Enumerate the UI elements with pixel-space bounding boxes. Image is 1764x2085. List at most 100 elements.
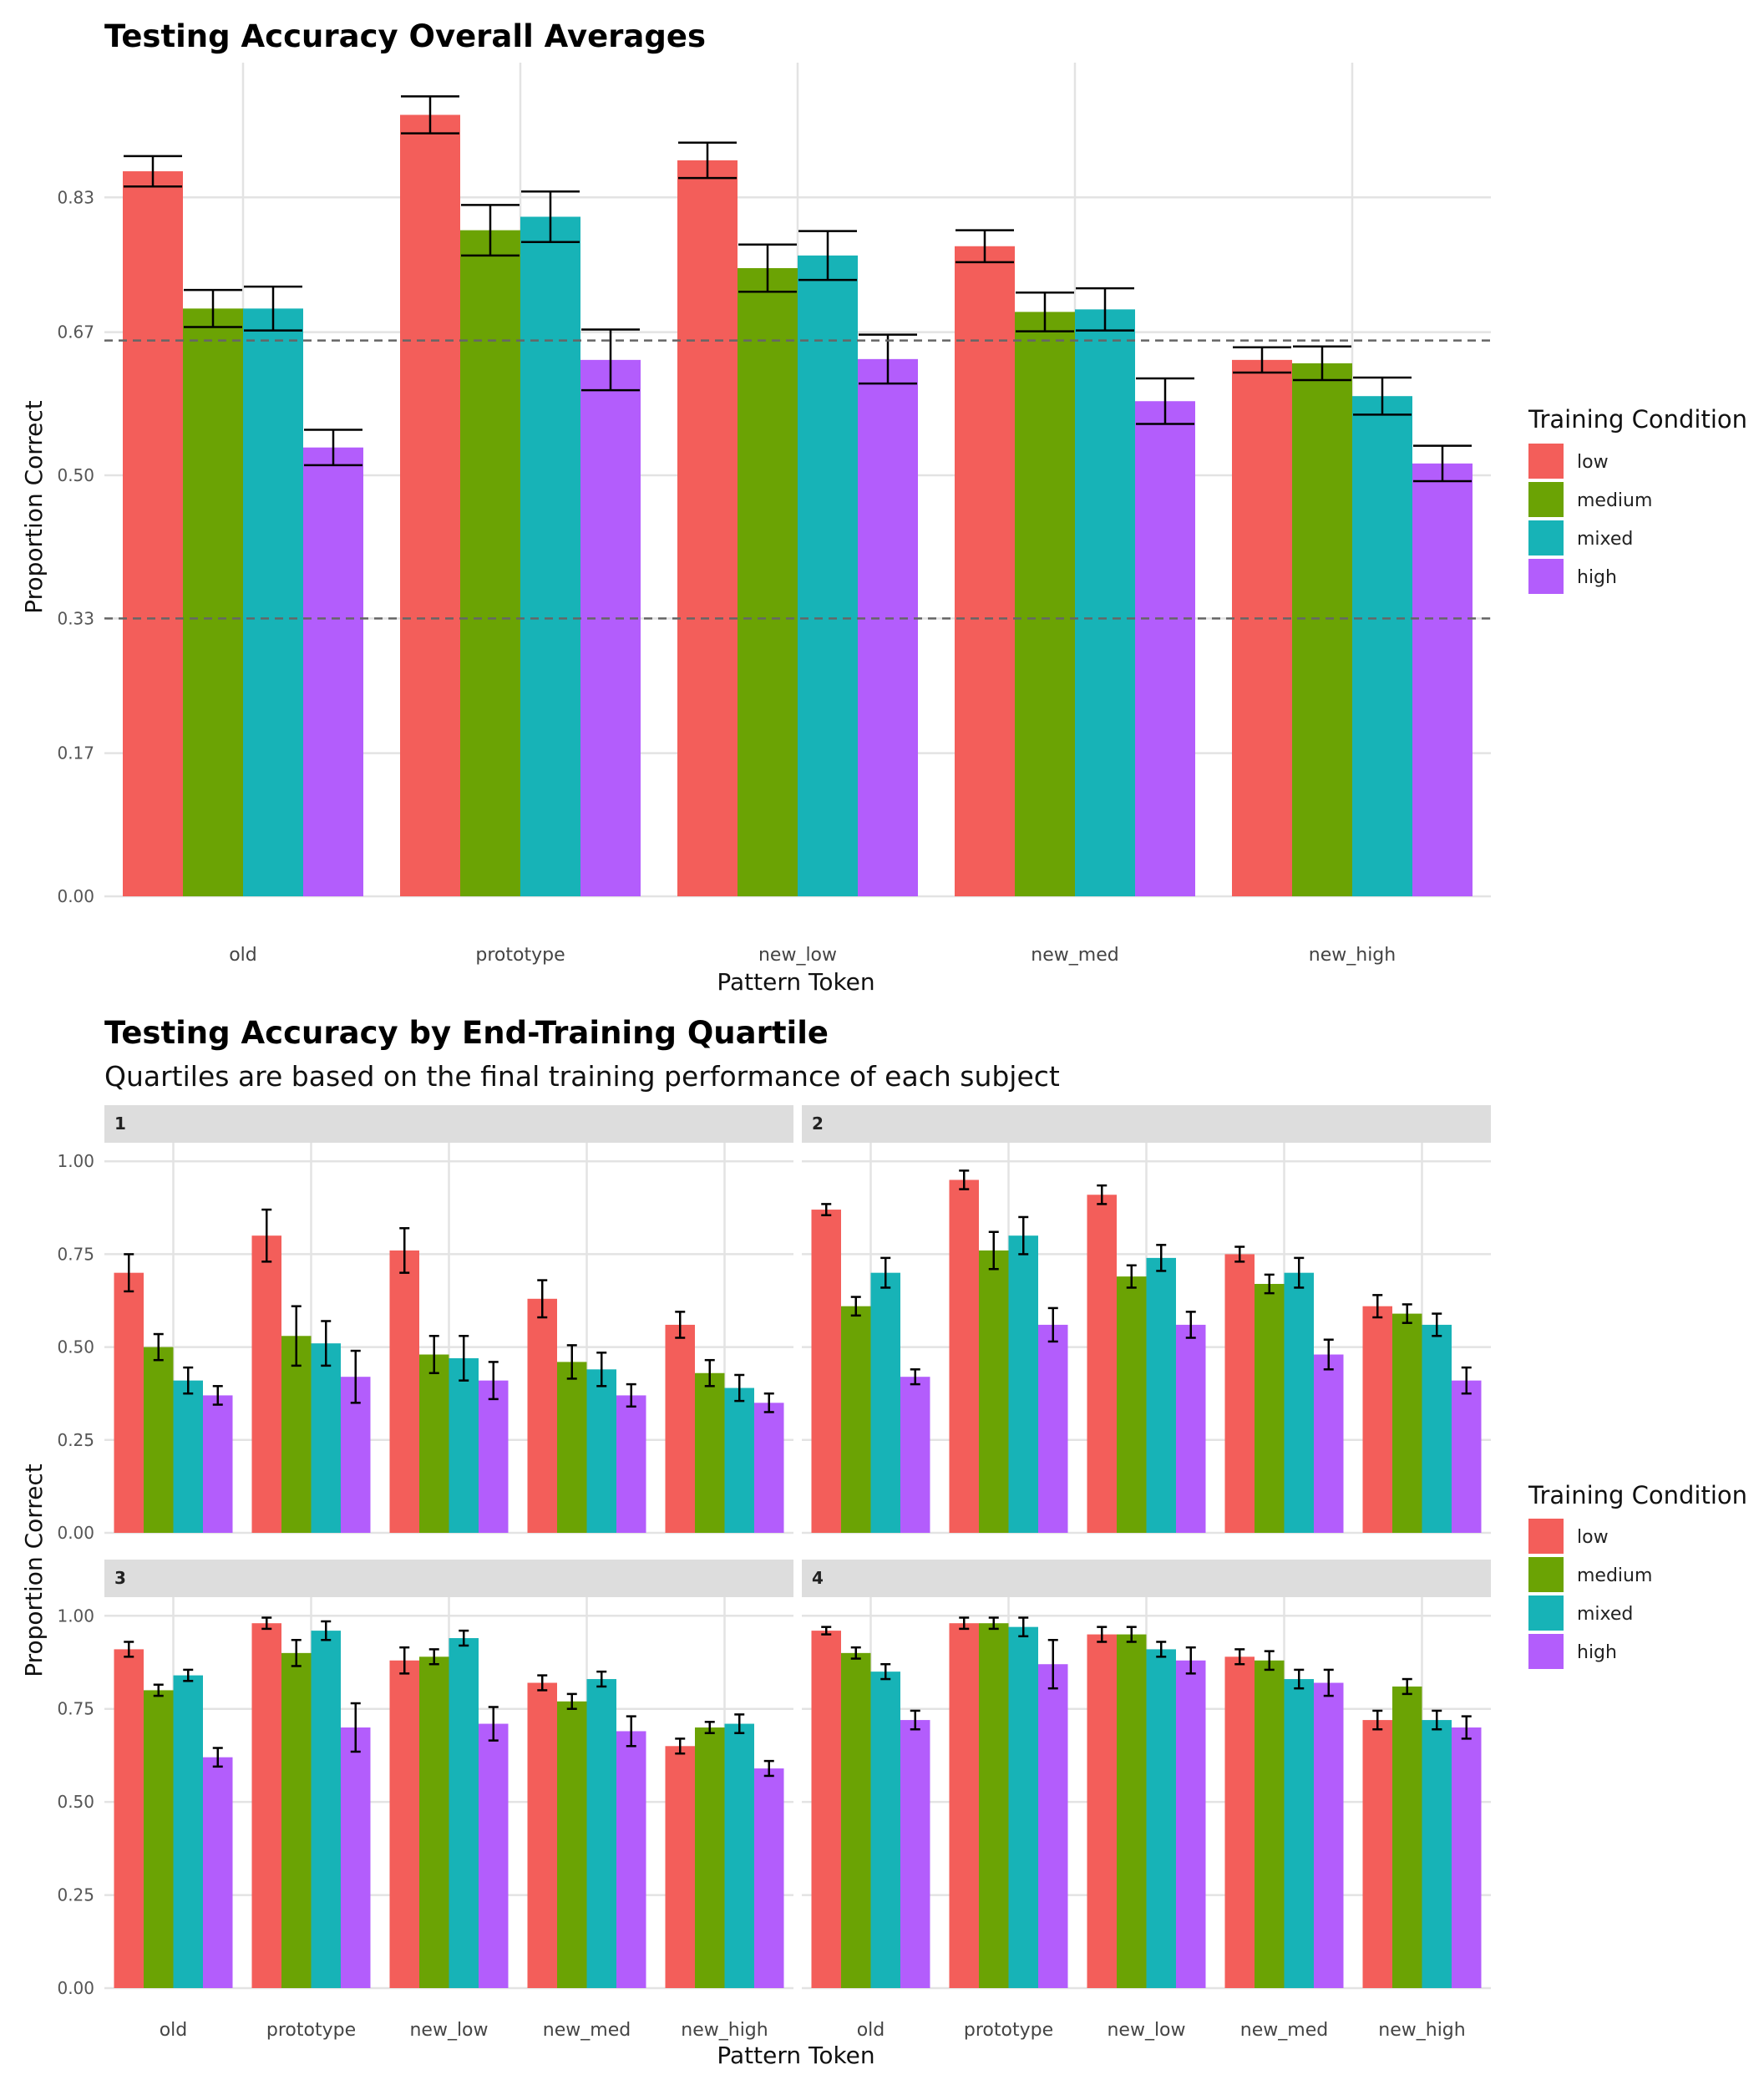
facet-x-tick-label: new_low: [1107, 2020, 1185, 2041]
facet-1-bar-low-new_high: [665, 1324, 695, 1533]
facet-4-bar-medium-prototype: [979, 1623, 1009, 1988]
facet-y-tick-label: 0.75: [57, 1699, 94, 1719]
facet-2-bar-medium-new_low: [1117, 1276, 1147, 1533]
facet-1-bar-high-new_low: [479, 1380, 509, 1533]
top-bar-low-new_low: [677, 160, 738, 896]
facet-2-bar-low-prototype: [949, 1179, 979, 1533]
top-chart-plot-area: 0.00 0.17 0.33 0.50 0.67 0.83 old prototype new_…: [57, 63, 1491, 966]
facet-3-bar-medium-new_low: [419, 1656, 449, 1988]
facet-4-bar-high-prototype: [1038, 1664, 1068, 1988]
facet-strip-4: [802, 1560, 1491, 1597]
facet-y-tick-label: 1.00: [57, 1606, 94, 1626]
facet-3-bar-high-new_high: [754, 1768, 784, 1988]
top-chart-y-axis-title: Proportion Correct: [20, 400, 48, 614]
facet-4-bar-mixed-prototype: [1008, 1626, 1038, 1988]
top-chart-legend: Training Condition low medium mixed high: [1528, 405, 1747, 594]
facet-strip-3: [104, 1560, 793, 1597]
facet-4-bar-medium-old: [841, 1652, 871, 1988]
top-bar-mixed-prototype: [520, 216, 580, 897]
facet-3-bar-medium-new_med: [557, 1701, 587, 1988]
top-bar-mixed-new_low: [798, 255, 858, 897]
facet-2-bar-mixed-new_high: [1422, 1324, 1452, 1533]
facet-3-bar-low-new_low: [389, 1660, 419, 1988]
top-y-tick-label: 0.33: [57, 608, 94, 628]
legend-key-mixed: [1528, 1595, 1564, 1631]
facet-y-tick-label: 0.25: [57, 1885, 94, 1905]
top-x-tick-label: new_med: [1031, 945, 1118, 966]
facet-3-bar-high-old: [203, 1757, 233, 1988]
facet-strip-1: [104, 1105, 793, 1143]
facet-2-bar-high-new_med: [1314, 1354, 1344, 1533]
top-y-tick-label: 0.50: [57, 465, 94, 485]
facet-1-bar-high-old: [203, 1395, 233, 1533]
facet-2-bar-low-new_low: [1087, 1195, 1117, 1533]
facet-strip-label: 3: [114, 1568, 126, 1588]
facet-1-bar-low-prototype: [251, 1235, 281, 1533]
facet-2-bar-low-new_med: [1224, 1254, 1255, 1533]
facet-1-bar-mixed-old: [173, 1380, 203, 1533]
facet-1-bar-mixed-new_low: [449, 1357, 479, 1533]
facet-2-bar-high-old: [900, 1377, 930, 1533]
facet-2-bar-medium-new_med: [1255, 1284, 1285, 1533]
legend-label-medium: medium: [1577, 490, 1652, 511]
facet-x-tick-label: new_high: [681, 2020, 768, 2041]
facet-4-bar-low-new_low: [1087, 1634, 1117, 1988]
top-chart-title: Testing Accuracy Overall Averages: [104, 18, 706, 54]
facet-2-bar-high-new_high: [1452, 1380, 1482, 1533]
facet-2-bar-medium-old: [841, 1306, 871, 1533]
facet-1-bar-medium-new_high: [695, 1372, 725, 1533]
top-y-tick-label: 0.17: [57, 743, 94, 763]
facet-2-bar-mixed-new_low: [1146, 1257, 1176, 1533]
bottom-chart-legend: Training Condition low medium mixed high: [1528, 1481, 1747, 1669]
facet-3-bar-low-prototype: [251, 1623, 281, 1988]
facet-y-tick-label: 0.75: [57, 1244, 94, 1264]
facet-strip-2: [802, 1105, 1491, 1143]
facet-y-tick-label: 0.00: [57, 1523, 94, 1543]
facet-4-bar-mixed-new_low: [1146, 1649, 1176, 1988]
facet-4-bar-low-prototype: [949, 1623, 979, 1988]
top-bar-medium-old: [183, 308, 243, 896]
legend-label-mixed: mixed: [1577, 529, 1633, 550]
legend-key-medium: [1528, 482, 1564, 517]
facet-3-bar-mixed-prototype: [311, 1631, 341, 1988]
facet-4-bar-high-new_high: [1452, 1727, 1482, 1988]
facet-3-bar-mixed-new_high: [724, 1723, 754, 1988]
top-y-tick-label: 0.00: [57, 886, 94, 906]
facet-4-bar-mixed-old: [870, 1672, 900, 1988]
facet-3-bar-medium-prototype: [281, 1652, 312, 1988]
facet-3-bar-low-new_med: [527, 1682, 557, 1988]
facet-2-bar-high-prototype: [1038, 1324, 1068, 1533]
facet-x-tick-label: old: [160, 2020, 188, 2041]
facet-y-tick-label: 0.50: [57, 1337, 94, 1357]
top-bar-medium-new_med: [1015, 312, 1075, 896]
facet-3-bar-medium-new_high: [695, 1727, 725, 1988]
legend-key-high: [1528, 1634, 1564, 1669]
facet-4-bar-medium-new_med: [1255, 1660, 1285, 1988]
facet-4-bar-low-old: [811, 1631, 841, 1988]
legend-key-low: [1528, 444, 1564, 479]
top-y-tick-label: 0.67: [57, 322, 94, 342]
facet-2-bar-medium-prototype: [979, 1250, 1009, 1533]
facet-y-tick-label: 0.00: [57, 1978, 94, 1998]
bottom-chart-y-axis-title: Proportion Correct: [20, 1464, 48, 1677]
facet-3-bar-mixed-old: [173, 1675, 203, 1988]
facet-4-bar-medium-new_low: [1117, 1634, 1147, 1988]
top-bar-low-new_med: [955, 246, 1015, 897]
facet-4-bar-high-new_med: [1314, 1682, 1344, 1988]
facet-x-tick-label: prototype: [266, 2020, 356, 2041]
facet-1-bar-low-old: [114, 1272, 144, 1533]
facet-strip-label: 2: [812, 1114, 824, 1134]
top-bar-high-new_med: [1135, 401, 1195, 896]
facet-strip-label: 4: [812, 1568, 824, 1588]
legend-key-low: [1528, 1519, 1564, 1554]
facet-y-tick-label: 1.00: [57, 1151, 94, 1171]
facet-2-bar-low-new_high: [1362, 1306, 1392, 1533]
top-bar-medium-prototype: [460, 230, 520, 896]
legend-label-high: high: [1577, 567, 1617, 588]
top-bar-mixed-old: [243, 308, 303, 896]
top-chart-x-axis-title: Pattern Token: [717, 968, 874, 996]
facet-1-bar-low-new_low: [389, 1250, 419, 1533]
top-bar-medium-new_high: [1292, 363, 1352, 896]
facet-x-tick-label: new_low: [409, 2020, 488, 2041]
